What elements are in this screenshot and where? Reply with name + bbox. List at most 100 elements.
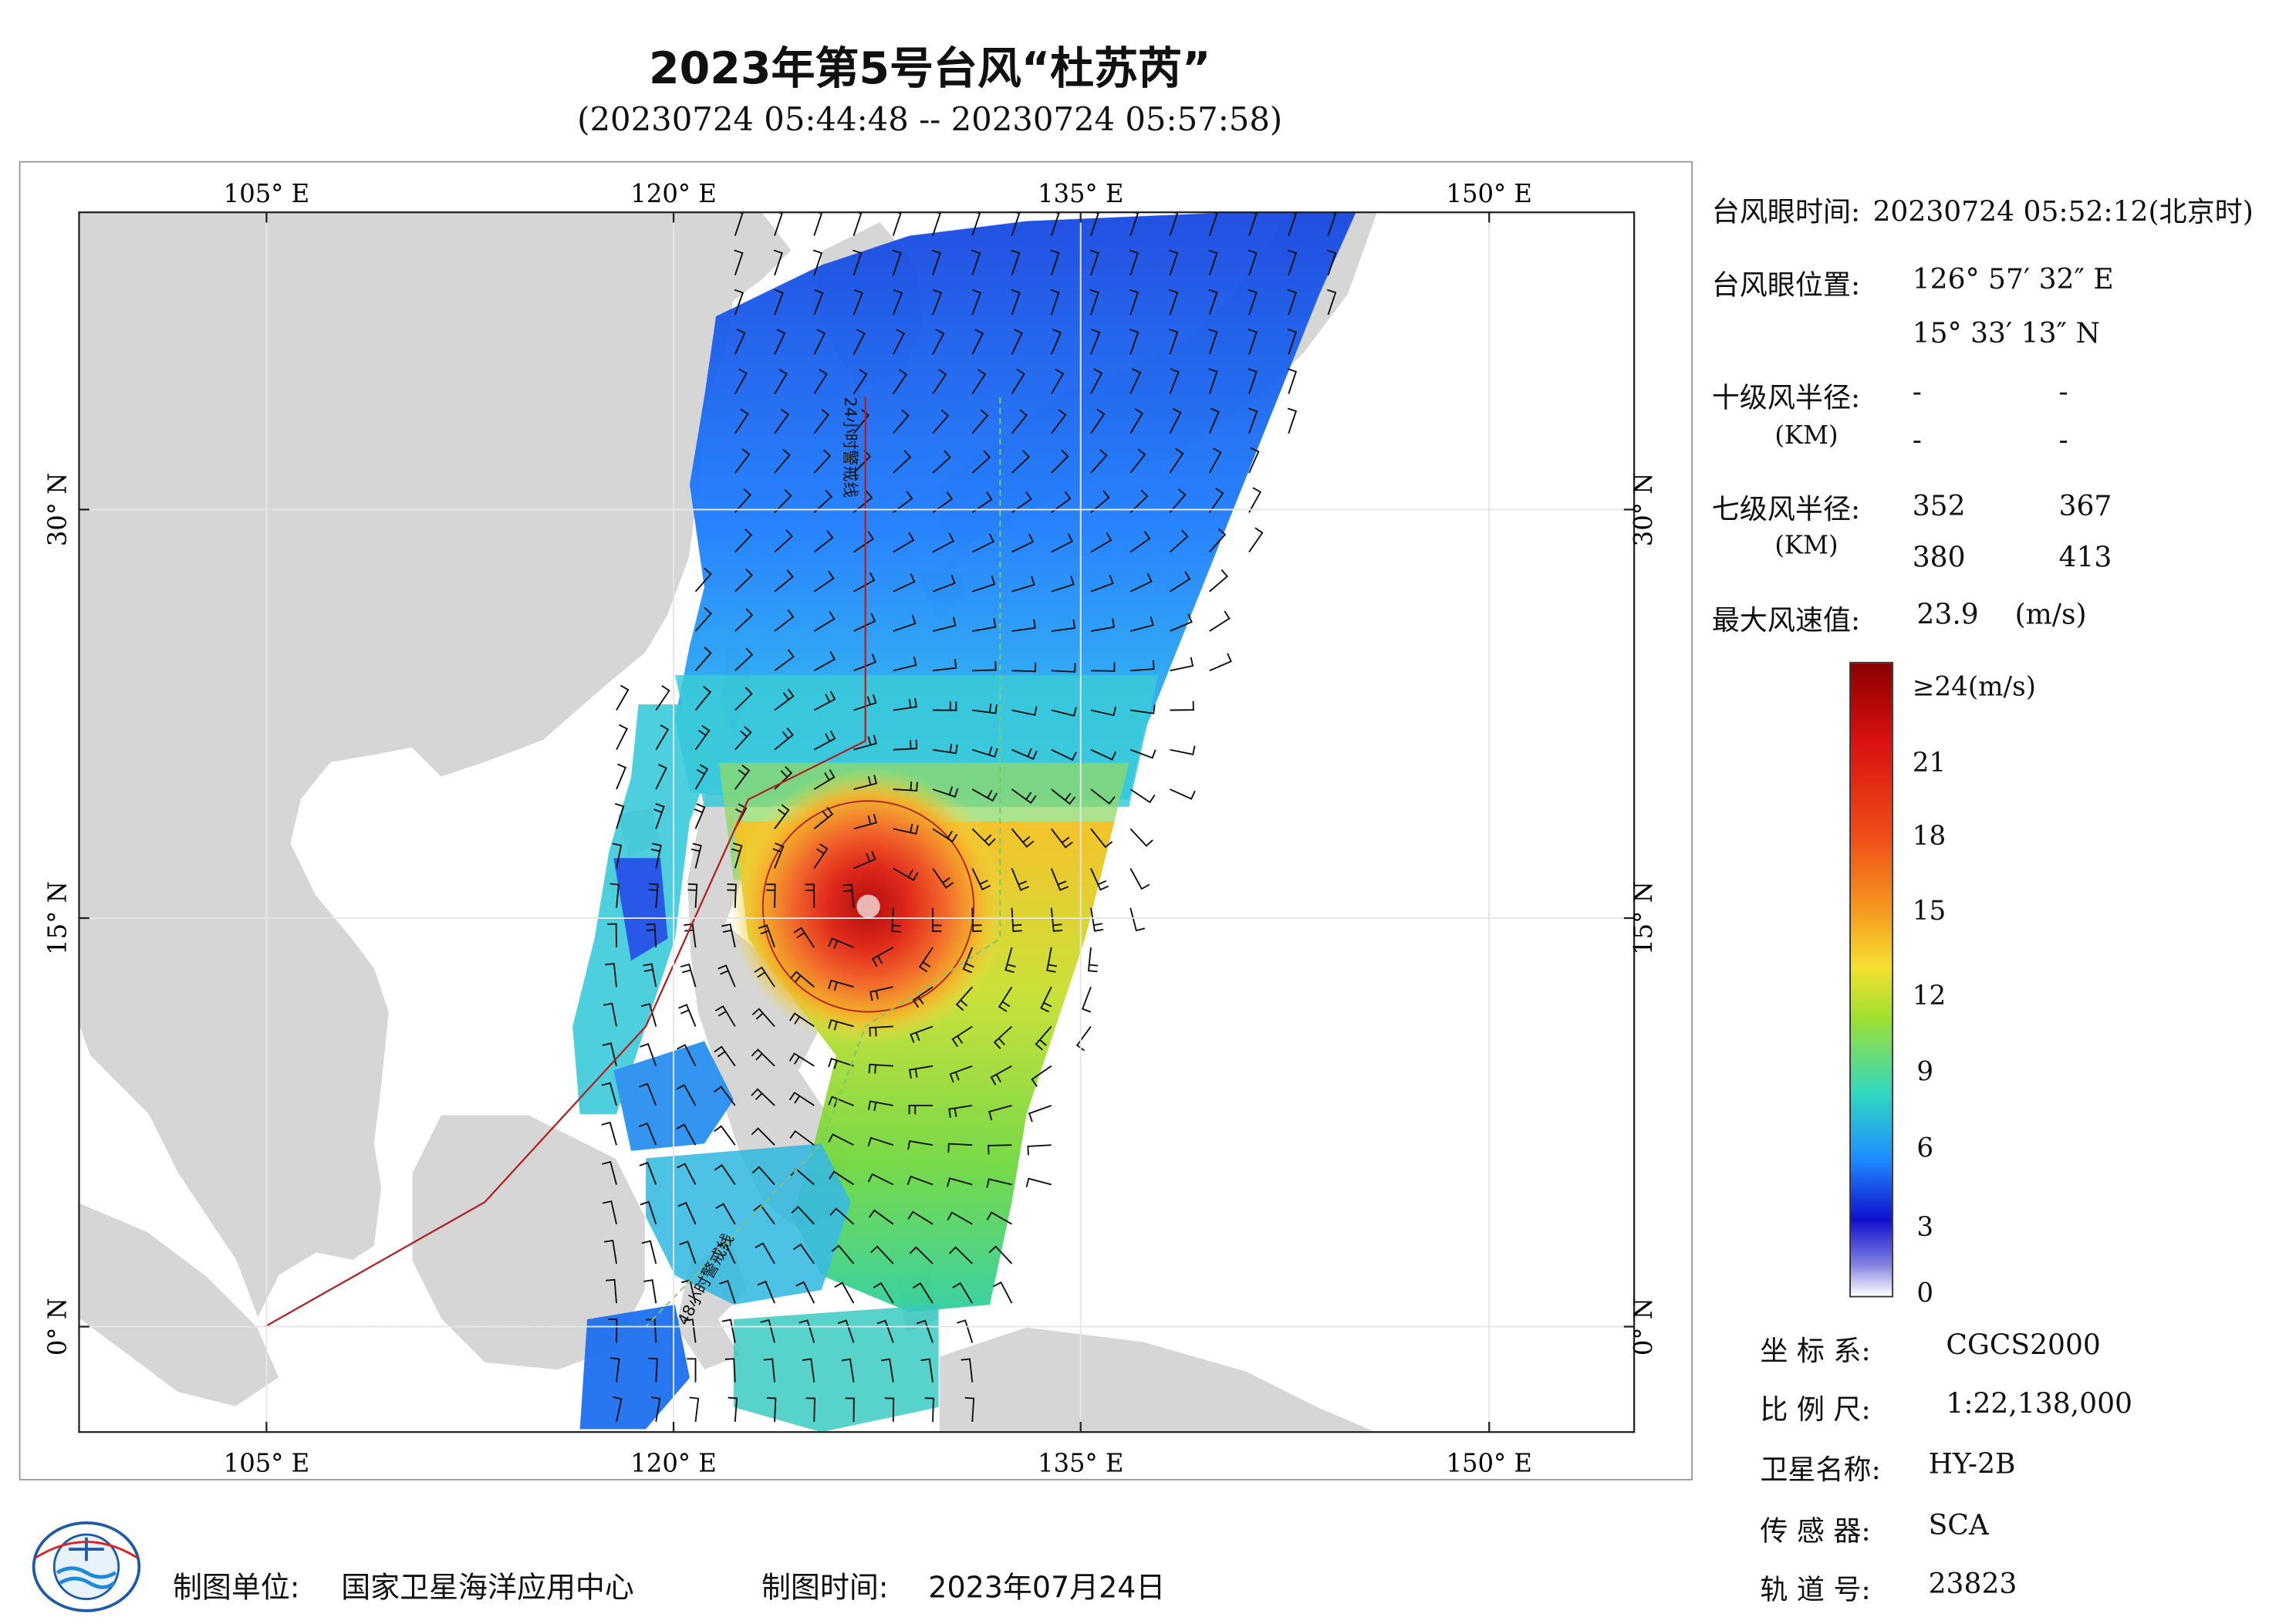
wind-barb — [813, 289, 824, 316]
time-range: (20230724 05:44:48 -- 20230724 05:57:58) — [577, 102, 1283, 140]
wind-barb — [1169, 328, 1179, 355]
wind-barb — [1011, 748, 1038, 760]
wind-barb — [1051, 491, 1072, 514]
wind-barb — [1248, 527, 1264, 553]
wind-barb — [643, 1279, 657, 1304]
wind-barb — [774, 609, 795, 632]
wind-barb — [774, 569, 794, 593]
r7-unit: (KM) — [1774, 531, 1838, 561]
wind-barb — [909, 1246, 934, 1264]
wind-barb — [694, 567, 712, 593]
map-canvas[interactable]: 24小时警戒线 48小时警戒线 105° E 120° E 135° E 150… — [21, 163, 1694, 1482]
wind-barb — [813, 690, 836, 711]
wind-barb — [734, 726, 752, 751]
warning-line-24h — [264, 397, 866, 1328]
crs-label: 坐 标 系: — [1760, 1335, 1871, 1368]
wind-barb — [1011, 619, 1036, 632]
wind-barb — [829, 1170, 855, 1186]
wind-barb — [650, 842, 662, 869]
wind-barb — [971, 746, 998, 758]
wind-barb — [932, 212, 941, 236]
wind-barb — [1129, 489, 1149, 513]
wind-barb — [834, 1281, 855, 1304]
wind-barb — [1011, 907, 1022, 933]
wind-barb — [971, 409, 989, 434]
wind-barb — [988, 1144, 1012, 1155]
wind-barb — [867, 1136, 894, 1147]
wind-barb — [1011, 289, 1021, 316]
wind-barb — [1208, 212, 1218, 236]
wind-barb — [1051, 707, 1077, 717]
wind-barb — [687, 883, 698, 908]
wind-barb — [734, 765, 751, 790]
wind-barb — [972, 661, 997, 672]
wind-radius-circle — [761, 800, 975, 1013]
wind-barb — [616, 763, 627, 790]
wind-barb — [641, 1240, 657, 1264]
wind-barb — [728, 1396, 738, 1422]
wind-barb — [1089, 289, 1099, 316]
wind-barb — [714, 1045, 736, 1067]
wind-barb — [690, 842, 702, 869]
wind-barb — [813, 369, 828, 395]
wind-barb — [605, 962, 617, 988]
wind-barb — [766, 1397, 777, 1422]
r7-value-sw: 380 — [1912, 542, 1966, 574]
wind-barb — [813, 212, 823, 236]
wind-barb — [870, 1245, 894, 1264]
wind-barb — [1248, 447, 1260, 474]
wind-barb — [772, 842, 785, 869]
wind-barb — [924, 1397, 934, 1422]
wind-barb — [893, 867, 919, 882]
wind-barb — [962, 947, 974, 974]
wind-barb — [971, 788, 998, 802]
wind-barb — [1050, 289, 1060, 316]
wind-barb — [721, 1318, 736, 1343]
r7-value-ne: 352 — [1912, 490, 1966, 523]
wind-barb — [853, 490, 873, 514]
wind-barb — [1170, 657, 1194, 672]
wind-barb — [920, 1358, 934, 1383]
wind-barb — [884, 1397, 895, 1422]
wind-barb — [947, 1177, 973, 1187]
wind-barb — [1208, 488, 1224, 513]
wind-barb — [971, 828, 996, 846]
wind-barb — [853, 369, 868, 395]
wind-barb — [955, 986, 973, 1011]
satellite-value: HY-2B — [1928, 1448, 2016, 1481]
wind-barb — [774, 688, 795, 711]
wind-barb — [957, 1319, 974, 1343]
wind-barb — [1050, 409, 1067, 434]
wind-barb — [932, 828, 958, 843]
wind-barb — [1327, 289, 1337, 316]
r10-value-ne: - — [1912, 376, 1922, 409]
wind-barb — [677, 1163, 697, 1185]
wind-barb — [640, 1200, 657, 1224]
orbit-value: 23823 — [1928, 1568, 2017, 1601]
wind-barb — [1050, 368, 1065, 395]
wind-barb — [853, 613, 876, 632]
wind-barb — [932, 532, 955, 553]
map-frame[interactable]: 24小时警戒线 48小时警戒线 105° E 120° E 135° E 150… — [19, 160, 1694, 1482]
wind-barb — [828, 1018, 854, 1031]
wind-barb — [932, 907, 942, 933]
wind-barb — [1011, 450, 1031, 474]
wind-barb — [1170, 701, 1194, 711]
wind-barb — [1051, 619, 1075, 632]
wind-barb — [813, 651, 836, 672]
wind-barb — [1248, 368, 1258, 394]
wind-barb — [869, 1025, 893, 1037]
legend-label-24: ≥24(m/s) — [1912, 672, 2036, 704]
wind-barb — [773, 249, 783, 276]
lat-label-right-15: 15° N — [1629, 881, 1658, 955]
wind-barb — [1011, 212, 1021, 236]
wind-barb — [805, 883, 815, 908]
wind-barb — [1051, 748, 1077, 761]
wind-barb — [1287, 407, 1298, 434]
wind-barb — [653, 802, 665, 829]
eye-time-label: 台风眼时间: — [1711, 196, 1861, 229]
wind-barb — [1011, 706, 1038, 716]
wind-barb — [684, 1318, 697, 1343]
wind-barb — [964, 1396, 975, 1422]
wind-barb — [1090, 828, 1113, 849]
